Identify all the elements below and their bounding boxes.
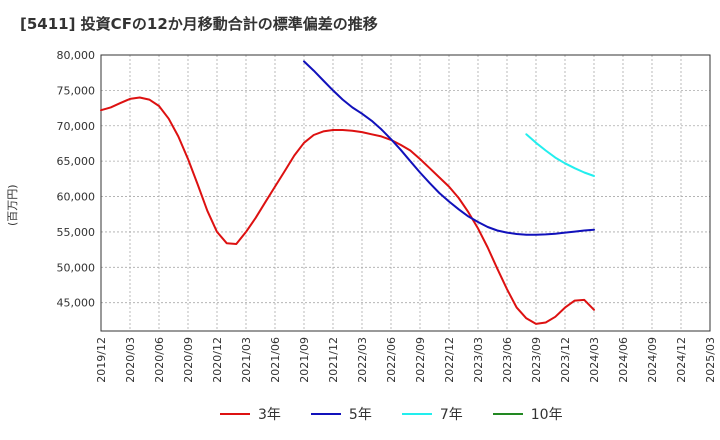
x-tick-label: 2024/12 (675, 337, 688, 383)
y-tick-label: 80,000 (57, 49, 96, 62)
series-line (525, 133, 595, 177)
x-tick-label: 2021/06 (269, 337, 282, 383)
legend-item: 5年 (310, 404, 372, 424)
y-tick-label: 50,000 (57, 261, 96, 274)
plot-area-frame (100, 54, 711, 332)
y-tick-label: 45,000 (57, 297, 96, 310)
x-tick-label: 2022/03 (356, 337, 369, 383)
x-tick-label: 2022/12 (443, 337, 456, 383)
series-line (303, 60, 595, 236)
y-tick-label: 60,000 (57, 191, 96, 204)
y-tick-label: 65,000 (57, 155, 96, 168)
grid-lines (100, 54, 711, 331)
legend-item: 10年 (492, 404, 563, 424)
legend-item: 3年 (220, 404, 281, 424)
legend-label: 3年 (258, 407, 281, 423)
legend-swatch (310, 413, 341, 415)
x-tick-label: 2025/03 (704, 337, 717, 383)
x-tick-label: 2024/09 (646, 337, 659, 383)
x-tick-label: 2022/09 (414, 337, 427, 383)
legend-label: 7年 (439, 407, 463, 423)
legend-label: 5年 (348, 407, 372, 423)
x-tick-label: 2021/09 (298, 337, 311, 383)
x-tick-label: 2024/06 (617, 337, 630, 383)
x-tick-label: 2023/12 (559, 337, 572, 383)
x-tick-label: 2020/12 (211, 337, 224, 383)
x-tick-label: 2023/09 (530, 337, 543, 383)
x-tick-label: 2020/03 (124, 337, 137, 383)
x-tick-label: 2022/06 (385, 337, 398, 383)
chart-title: [5411] 投資CFの12か月移動合計の標準偏差の推移 (20, 15, 378, 33)
x-tick-label: 2020/09 (182, 337, 195, 383)
series-line (100, 96, 595, 325)
legend-swatch (401, 413, 432, 415)
y-tick-label: 75,000 (57, 84, 96, 97)
legend-swatch (492, 413, 523, 415)
x-tick-label: 2020/06 (153, 337, 166, 383)
x-tick-label: 2019/12 (95, 337, 108, 383)
series-lines (100, 60, 595, 325)
legend-swatch (220, 413, 250, 415)
x-tick-label: 2023/06 (501, 337, 514, 383)
legend-item: 7年 (401, 404, 463, 424)
x-tick-label: 2021/03 (240, 337, 253, 383)
x-tick-label: 2024/03 (588, 337, 601, 383)
y-tick-label: 70,000 (57, 120, 96, 133)
x-tick-label: 2023/03 (472, 337, 485, 383)
y-tick-label: 55,000 (57, 226, 96, 239)
x-tick-label: 2021/12 (327, 337, 340, 383)
legend-label: 10年 (530, 407, 563, 423)
axes: 45,000 50,000 55,000 60,000 65,000 70,000 75,0… (57, 49, 718, 383)
legend: 3年 5年 7年 10年 (220, 404, 593, 424)
